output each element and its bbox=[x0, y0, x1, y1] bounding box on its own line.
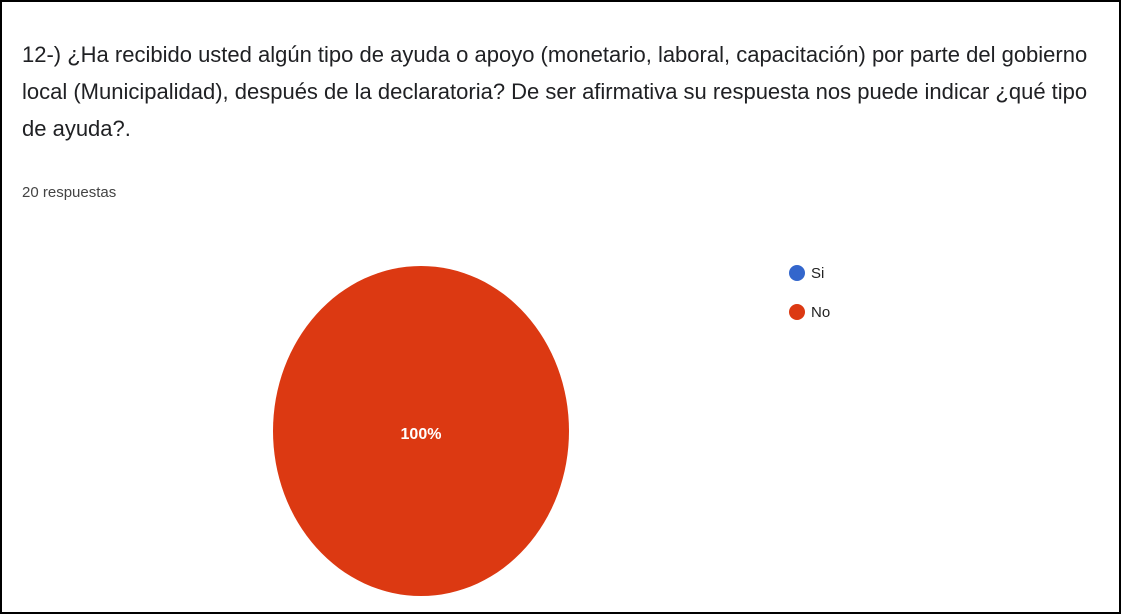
legend-swatch bbox=[789, 265, 805, 281]
legend-swatch bbox=[789, 304, 805, 320]
legend-label: Si bbox=[811, 265, 824, 282]
chart-title: 12-) ¿Ha recibido usted algún tipo de ay… bbox=[22, 42, 1088, 141]
pie-slice bbox=[273, 266, 569, 596]
legend-label: No bbox=[811, 304, 830, 321]
slice-label: 100% bbox=[401, 426, 442, 443]
chart-subtitle: 20 respuestas bbox=[22, 184, 117, 201]
